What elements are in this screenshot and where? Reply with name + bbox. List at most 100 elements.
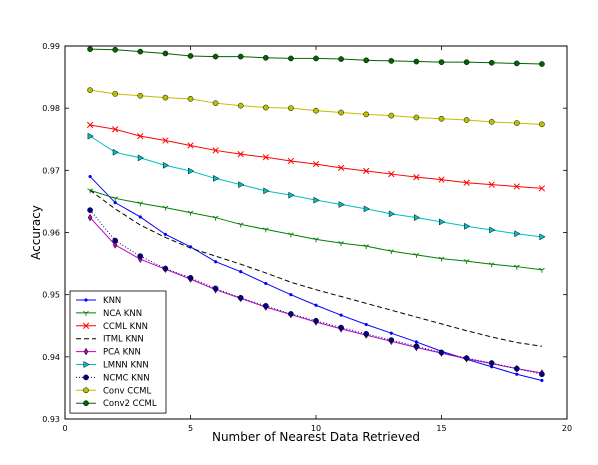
data-point [513, 183, 520, 190]
data-point [388, 170, 395, 178]
data-point [539, 61, 545, 67]
data-point [439, 218, 446, 226]
data-point [212, 53, 219, 60]
data-point [138, 215, 142, 219]
data-point [187, 142, 194, 149]
legend-marker [83, 387, 89, 394]
legend-label: NCA KNN [103, 309, 142, 319]
data-point [162, 265, 169, 272]
data-point [515, 372, 519, 376]
legend-label: Conv CCML [103, 386, 151, 396]
data-point [389, 331, 393, 335]
data-point [137, 48, 144, 55]
data-point [489, 226, 496, 234]
data-point [288, 232, 294, 238]
legend-label: Conv2 CCML [103, 399, 157, 409]
data-point [513, 120, 520, 126]
data-point [112, 46, 119, 53]
x-tick-label: 20 [562, 424, 572, 433]
data-point [364, 322, 368, 327]
data-point [162, 161, 170, 169]
data-point [488, 118, 495, 125]
data-point [338, 324, 344, 331]
data-point [212, 215, 219, 221]
data-point [438, 59, 445, 66]
data-point [513, 264, 520, 270]
legend-label: LMNN KNN [103, 361, 149, 371]
y-tick-label: 0.98 [42, 104, 60, 113]
data-point [162, 94, 169, 101]
legend-label: ITML KNN [103, 335, 144, 345]
plot-area [86, 46, 546, 383]
data-point [463, 59, 470, 66]
data-point [112, 241, 118, 249]
data-point [288, 191, 295, 199]
data-point [87, 207, 93, 213]
data-point [388, 249, 395, 255]
data-point [262, 303, 269, 309]
data-point [539, 121, 545, 128]
data-point [388, 112, 395, 119]
data-point [388, 337, 395, 343]
x-tick-label: 10 [311, 424, 321, 433]
data-point [262, 54, 269, 61]
data-point [262, 104, 269, 111]
data-point [188, 167, 195, 175]
legend: KNN NCA KNN CCML KNN ITML KNN PCA KNN LMNN KN… [69, 290, 167, 414]
data-point [289, 293, 293, 297]
legend-marker [83, 374, 89, 381]
data-point [464, 222, 471, 230]
data-point [413, 343, 420, 350]
data-point [237, 102, 244, 109]
data-point [363, 244, 370, 250]
data-point [338, 201, 345, 208]
legend-marker [83, 361, 90, 368]
legend-entry: NCA KNN [76, 309, 142, 319]
data-point [313, 107, 319, 114]
series-itml-knn [89, 189, 542, 347]
data-point [112, 148, 119, 156]
data-point [137, 132, 144, 140]
data-point [488, 262, 495, 268]
data-point [162, 50, 169, 57]
data-point [539, 371, 545, 378]
data-point [413, 58, 420, 65]
data-point [540, 378, 544, 383]
legend-marker [83, 400, 89, 407]
data-point [112, 237, 119, 244]
y-tick-label: 0.99 [42, 42, 60, 51]
legend-label: PCA KNN [103, 348, 141, 358]
data-point [463, 259, 470, 265]
data-point [413, 114, 420, 121]
series-nca-knn [87, 188, 545, 273]
data-point [137, 154, 145, 162]
x-tick-label: 5 [188, 424, 193, 433]
data-point [87, 87, 93, 93]
data-point [413, 214, 421, 222]
legend-marker [83, 347, 89, 356]
data-point [87, 46, 93, 52]
data-point [488, 360, 495, 366]
data-point [438, 349, 445, 356]
data-point [414, 340, 419, 344]
series-line [90, 89, 542, 125]
series-line [90, 124, 542, 189]
y-tick-label: 0.96 [42, 229, 60, 238]
data-point [113, 201, 117, 205]
data-point [87, 213, 93, 222]
data-point [363, 205, 370, 213]
axis-ticks: 0 5 10 15 20 0.93 0.94 0.95 0.96 0.97 0.98 0.99 [42, 42, 572, 433]
data-point [488, 59, 495, 66]
data-point [488, 181, 495, 188]
data-point [388, 210, 396, 218]
series-ncmc-knn [87, 207, 545, 378]
data-point [237, 222, 244, 228]
data-point [438, 176, 445, 183]
data-point [213, 260, 218, 264]
legend-entry: CCML KNN [76, 322, 148, 332]
legend-label: KNN [103, 296, 121, 306]
legend-entry: NCMC KNN [76, 373, 150, 383]
data-point [514, 230, 521, 238]
series-conv-ccml [87, 87, 545, 128]
